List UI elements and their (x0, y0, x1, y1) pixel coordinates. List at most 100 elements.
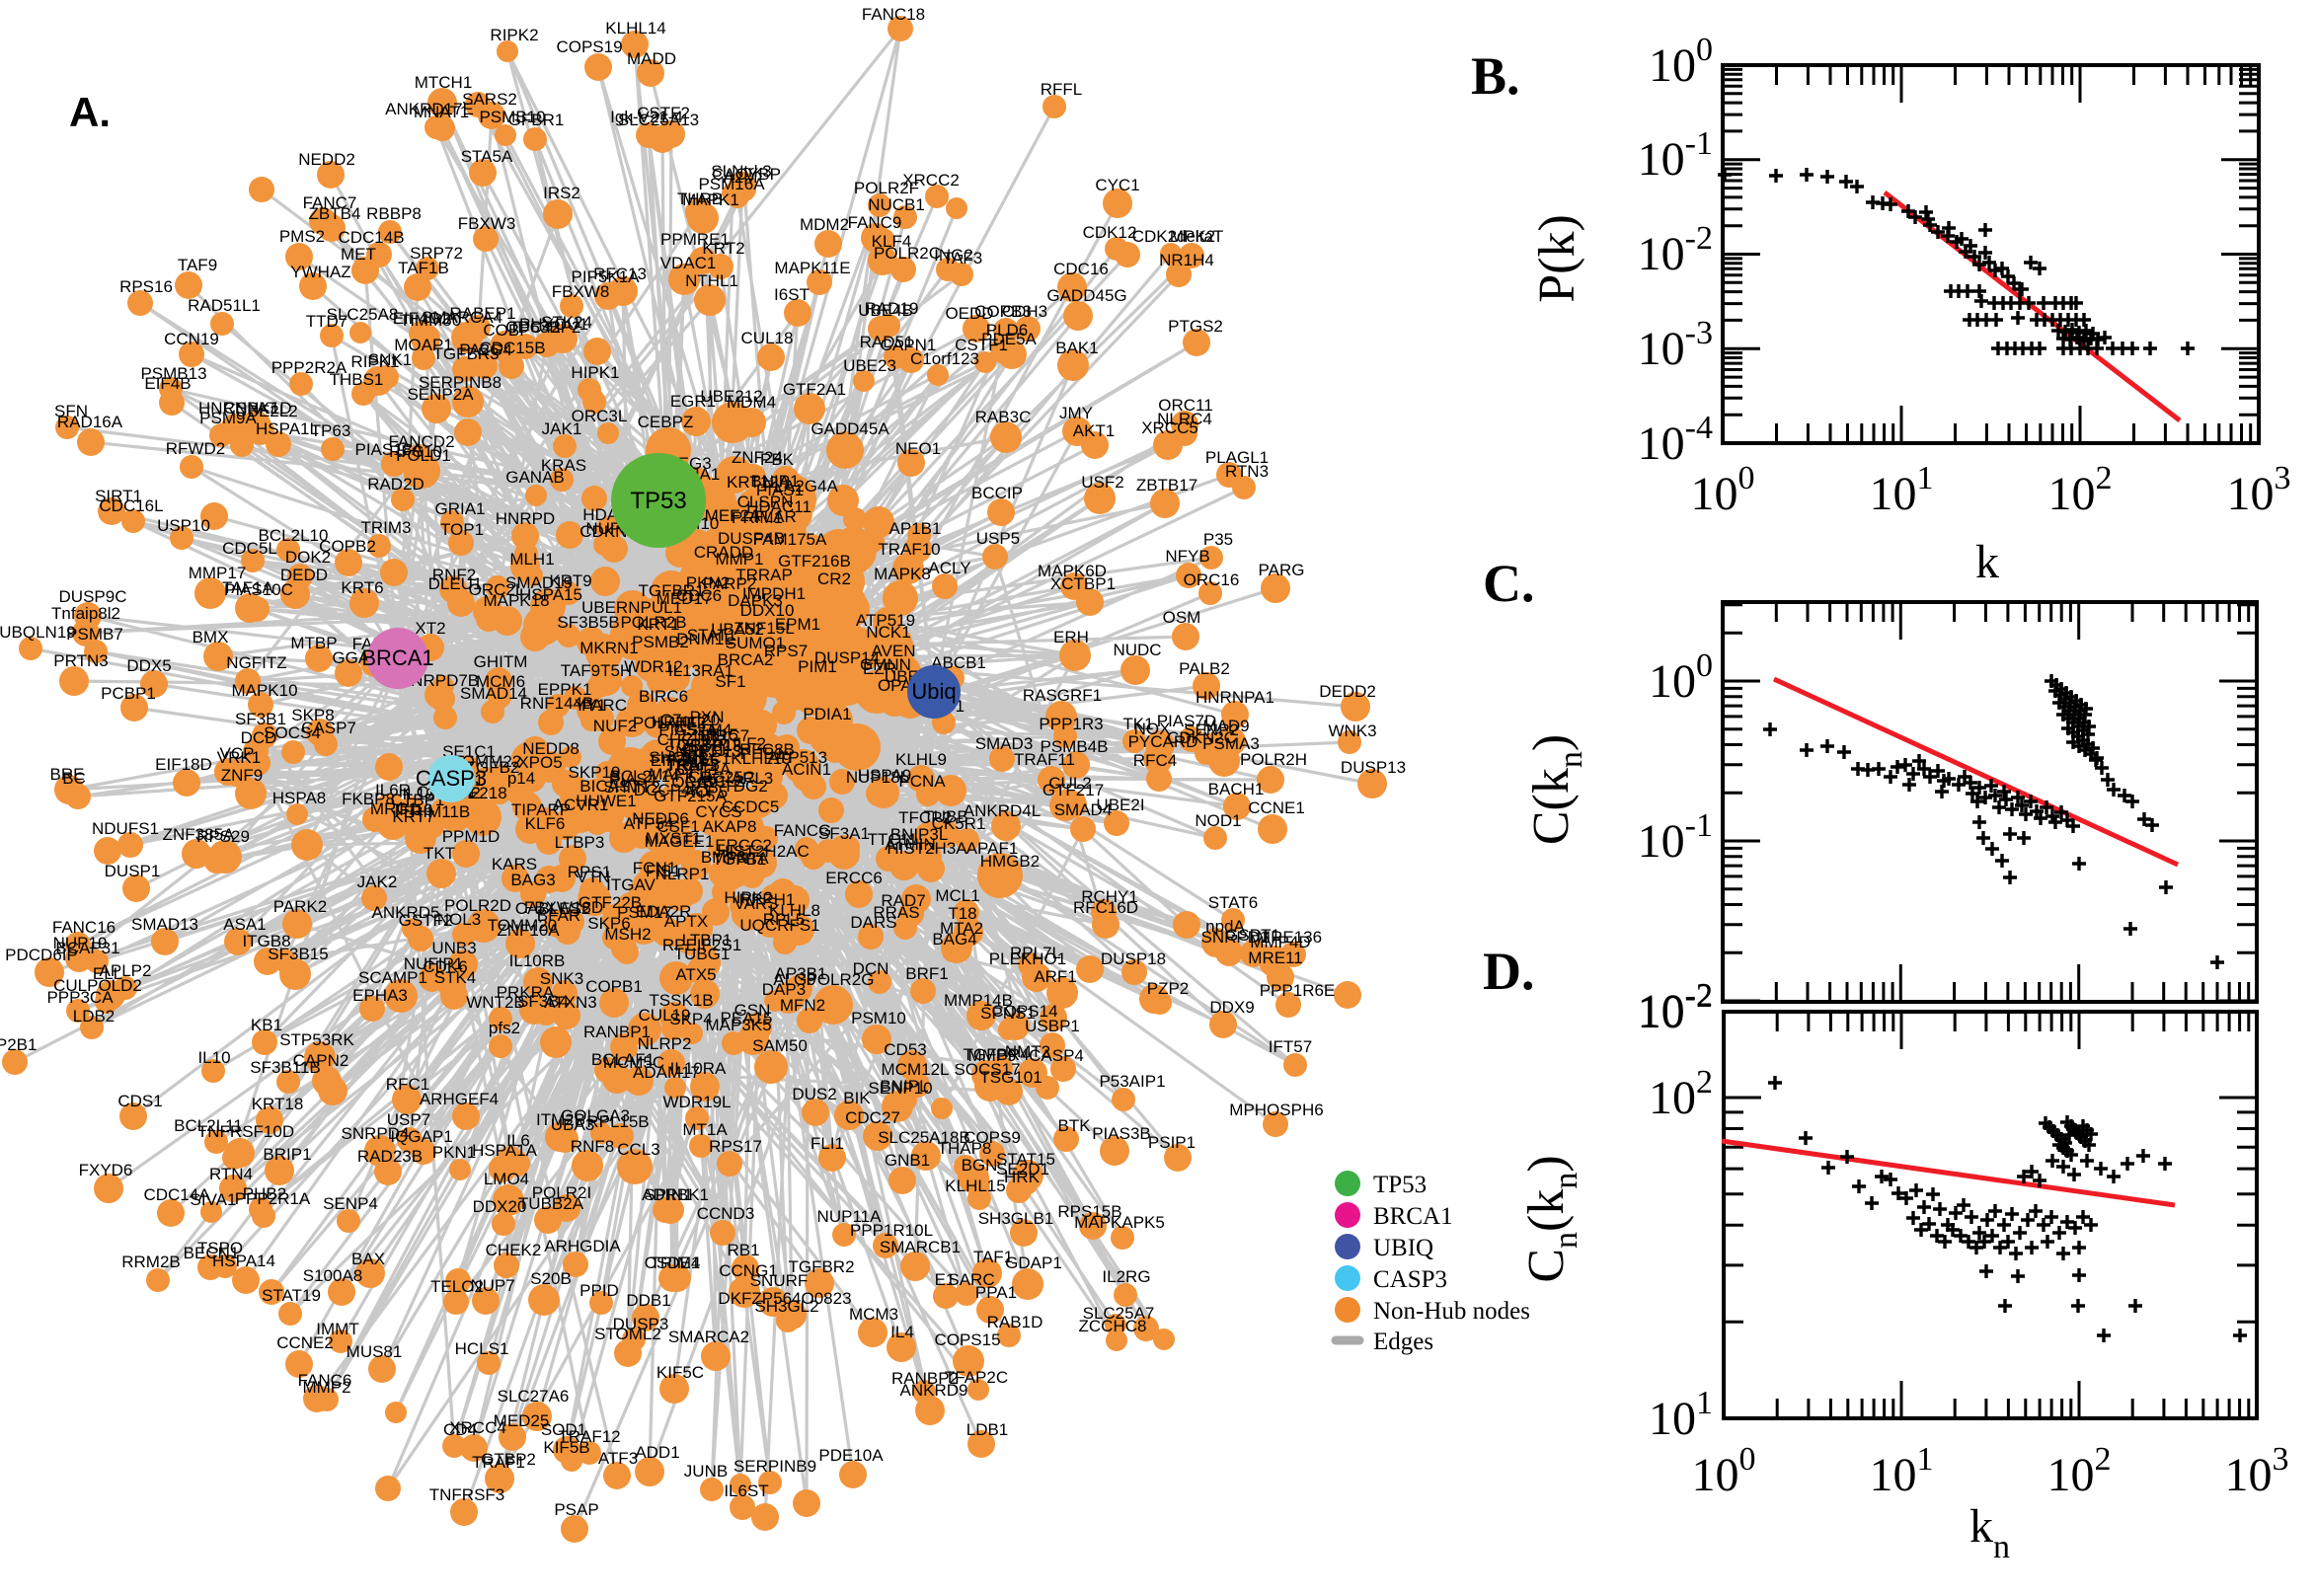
svg-text:UBE2I: UBE2I (1096, 796, 1144, 814)
svg-text:EGR1: EGR1 (670, 392, 716, 411)
svg-text:NOL3: NOL3 (437, 910, 481, 929)
svg-text:ATX5: ATX5 (675, 965, 716, 984)
svg-text:ARHGDIA: ARHGDIA (544, 1237, 621, 1255)
svg-text:PRKRA: PRKRA (497, 983, 555, 1002)
svg-text:KB1: KB1 (251, 1016, 282, 1034)
svg-text:T18: T18 (948, 904, 976, 923)
svg-text:MET: MET (341, 245, 376, 264)
svg-text:CSTF1: CSTF1 (955, 336, 1008, 354)
svg-text:TGFBR1: TGFBR1 (638, 581, 704, 600)
svg-text:GTF22B: GTF22B (579, 893, 642, 912)
svg-text:CSDE1: CSDE1 (645, 1254, 701, 1272)
svg-text:TP63: TP63 (311, 421, 351, 440)
svg-text:BIK: BIK (843, 1089, 871, 1107)
svg-text:PBK: PBK (760, 450, 795, 469)
svg-text:TOP1: TOP1 (440, 520, 484, 539)
svg-text:FNTA: FNTA (726, 849, 769, 868)
svg-text:BCL2: BCL2 (703, 772, 745, 791)
svg-text:RAD2D: RAD2D (367, 475, 425, 494)
svg-text:RNF8: RNF8 (571, 1137, 614, 1156)
svg-text:ZNF9: ZNF9 (221, 766, 264, 785)
svg-text:NEDD2: NEDD2 (298, 150, 355, 169)
svg-text:NEDD6: NEDD6 (632, 809, 689, 828)
svg-text:S100A8: S100A8 (303, 1266, 363, 1285)
svg-text:SH3GLB1: SH3GLB1 (978, 1209, 1054, 1228)
svg-text:KLF6: KLF6 (525, 814, 566, 833)
svg-text:TFAP2C: TFAP2C (945, 1368, 1008, 1387)
svg-text:STAT15: STAT15 (996, 1150, 1055, 1169)
svg-text:RAD51: RAD51 (860, 333, 914, 351)
svg-text:NUP11A: NUP11A (817, 1207, 883, 1226)
svg-text:D.: D. (1483, 942, 1535, 1001)
svg-text:PXN: PXN (690, 708, 725, 726)
svg-text:KLF4: KLF4 (872, 232, 912, 251)
svg-text:ADD1: ADD1 (635, 1443, 679, 1462)
svg-text:CEBPZ: CEBPZ (638, 413, 694, 431)
svg-text:EIF3J: EIF3J (682, 741, 726, 760)
svg-text:SPIN1: SPIN1 (644, 1185, 692, 1204)
svg-text:DUSP13: DUSP13 (1341, 758, 1406, 777)
svg-text:ALG9: ALG9 (773, 970, 815, 989)
svg-text:RPL5: RPL5 (763, 910, 806, 929)
svg-text:TAF3: TAF3 (943, 249, 982, 267)
svg-text:JAK1: JAK1 (542, 419, 582, 438)
svg-text:TAF1B: TAF1B (398, 259, 449, 277)
svg-text:Non-Hub nodes: Non-Hub nodes (1373, 1298, 1530, 1325)
svg-text:RPEIF2S1: RPEIF2S1 (662, 936, 741, 954)
svg-text:RIPK1: RIPK1 (350, 352, 399, 371)
svg-text:PSM10: PSM10 (851, 1009, 906, 1027)
svg-text:AP2B1: AP2B1 (0, 1035, 37, 1054)
svg-text:BCL2L11: BCL2L11 (174, 1116, 243, 1135)
svg-text:MNAT1: MNAT1 (414, 103, 469, 121)
svg-text:BBC1: BBC1 (687, 749, 731, 768)
svg-text:A2M: A2M (724, 168, 758, 187)
svg-text:POLR2C: POLR2C (874, 244, 941, 263)
svg-text:HIPK2: HIPK2 (724, 888, 772, 907)
svg-text:HSPA8: HSPA8 (272, 789, 327, 807)
svg-text:ZNF385A: ZNF385A (163, 825, 235, 844)
svg-text:MTA2: MTA2 (940, 919, 983, 938)
svg-text:SF3B1: SF3B1 (235, 710, 286, 728)
svg-text:BECN1: BECN1 (184, 1244, 240, 1262)
svg-text:KRT6: KRT6 (341, 578, 383, 597)
svg-text:MRE136: MRE136 (1257, 928, 1322, 947)
svg-text:CDC6: CDC6 (676, 586, 722, 605)
svg-text:TTC11: TTC11 (868, 830, 918, 849)
svg-text:P35: P35 (1203, 530, 1233, 549)
svg-text:POLATF2: POLATF2 (633, 714, 706, 732)
svg-text:p14: p14 (507, 769, 535, 788)
svg-text:RFC13: RFC13 (593, 265, 647, 283)
svg-text:Edges: Edges (1373, 1329, 1433, 1355)
svg-text:CDS1: CDS1 (117, 1092, 162, 1110)
svg-text:CHEK2: CHEK2 (486, 1241, 542, 1259)
svg-text:SENP10: SENP10 (868, 1079, 932, 1098)
svg-text:PPID: PPID (579, 1281, 619, 1300)
svg-text:MAGEE1: MAGEE1 (645, 832, 715, 851)
svg-text:MKRN1: MKRN1 (579, 639, 639, 657)
svg-text:SKP6: SKP6 (587, 914, 630, 933)
svg-text:NUP18L: NUP18L (846, 768, 909, 787)
svg-text:CASP3: CASP3 (416, 766, 487, 791)
svg-text:POLR2G: POLR2G (807, 970, 875, 989)
svg-text:ITGAV: ITGAV (606, 875, 656, 894)
svg-text:THRB: THRB (677, 190, 723, 208)
svg-text:DEDD2: DEDD2 (1319, 682, 1376, 701)
svg-text:IL10RA: IL10RA (670, 1059, 727, 1078)
svg-text:IL4: IL4 (890, 1323, 914, 1341)
svg-text:Tnfaip8l2: Tnfaip8l2 (51, 604, 120, 623)
svg-text:POLR2D: POLR2D (444, 896, 511, 915)
svg-text:STAT6: STAT6 (1208, 893, 1258, 912)
svg-text:RFC8B: RFC8B (739, 740, 795, 759)
svg-text:BMX: BMX (193, 628, 229, 646)
svg-text:BACH1: BACH1 (1208, 780, 1265, 798)
svg-text:FAM175A: FAM175A (753, 530, 827, 549)
svg-text:RPL15B: RPL15B (586, 1112, 649, 1131)
svg-text:KLHL15: KLHL15 (945, 1177, 1005, 1195)
svg-text:RPS16: RPS16 (119, 277, 173, 296)
svg-text:VTN: VTN (577, 868, 610, 886)
svg-text:BAG3: BAG3 (510, 871, 555, 889)
svg-text:RPS29: RPS29 (196, 827, 250, 846)
svg-text:TRAF2: TRAF2 (665, 756, 719, 775)
svg-text:ARF1: ARF1 (1034, 967, 1076, 986)
svg-text:UBE4B: UBE4B (858, 301, 913, 320)
